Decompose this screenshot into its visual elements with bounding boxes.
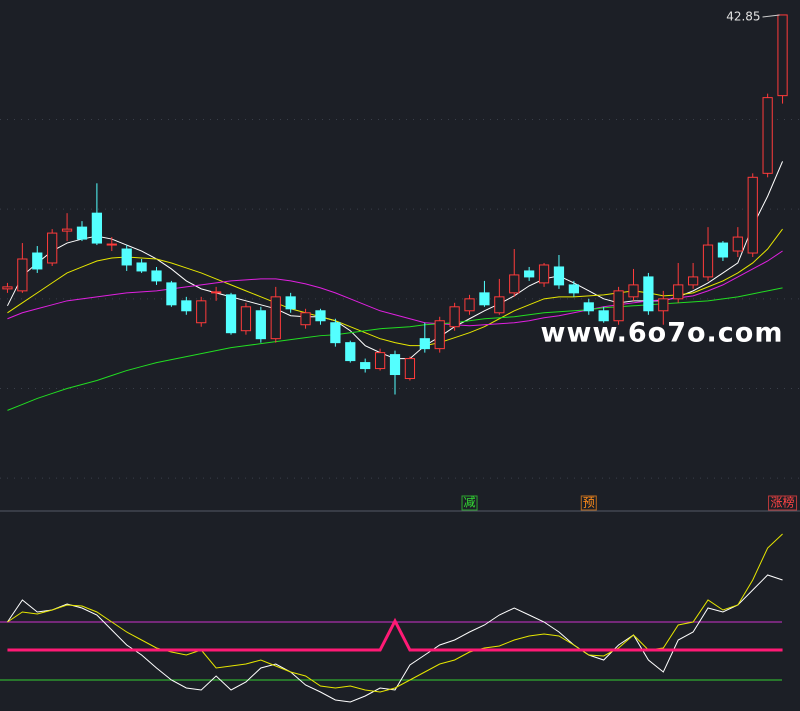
candle-body [17, 258, 28, 292]
candle-body [613, 290, 624, 322]
candle-body [434, 320, 445, 350]
candle-body [628, 284, 639, 298]
candle-body [509, 274, 520, 294]
candle-body [732, 236, 743, 252]
candle-body [524, 270, 535, 278]
candle-body [166, 282, 177, 306]
candle-body [196, 300, 207, 324]
candle-body [2, 286, 13, 290]
candle-body [464, 298, 475, 312]
candle-body [315, 310, 326, 322]
signal-label: 预 [583, 496, 595, 510]
candle-body [47, 232, 58, 264]
candle-body [240, 306, 252, 332]
candle-body [300, 312, 311, 326]
candle-body [32, 252, 43, 270]
candle-body [538, 264, 550, 284]
candle-body [404, 358, 416, 380]
candle-body [374, 352, 386, 370]
candle-body [419, 338, 430, 350]
candle-body [61, 228, 73, 232]
candle-body [345, 342, 356, 362]
candle-body [360, 362, 371, 370]
candle-body [553, 266, 565, 286]
candle-body [106, 243, 117, 246]
candle-body [583, 302, 594, 312]
candle-body [687, 276, 699, 286]
max-price-label: 42.85 [726, 9, 760, 23]
candle-body [717, 242, 729, 258]
candle-body [702, 244, 714, 278]
candle-body [225, 294, 237, 334]
candle-body [121, 248, 132, 266]
candle-body [449, 306, 460, 328]
candle-body [568, 284, 579, 294]
candle-body [643, 276, 654, 312]
candle-body [91, 212, 103, 244]
candle-body [255, 310, 266, 340]
signal-label: 减 [464, 496, 476, 510]
watermark: www.6o7o.com [541, 318, 784, 349]
candle-body [285, 296, 296, 310]
candle-body [151, 270, 162, 282]
candle-body [270, 296, 281, 340]
candle-body [136, 262, 147, 272]
candle-body [181, 300, 192, 312]
candle-body [76, 226, 88, 240]
candle-body [762, 97, 773, 174]
candle-body [389, 354, 401, 376]
candle-body [330, 322, 341, 344]
signal-label: 涨榜 [771, 495, 795, 510]
indicator-line [7, 574, 783, 703]
candle-body [479, 292, 490, 306]
candle-body [673, 284, 684, 300]
candle-body [598, 310, 609, 322]
candle-body [494, 296, 505, 314]
candle-body [777, 14, 788, 97]
max-arrow [762, 14, 780, 18]
candle-body [211, 291, 222, 294]
signal-box [461, 495, 478, 511]
candle-body [747, 176, 758, 254]
indicator-line [7, 617, 783, 652]
signal-box [580, 495, 597, 511]
signal-box [768, 495, 798, 511]
candle-body [658, 298, 669, 312]
